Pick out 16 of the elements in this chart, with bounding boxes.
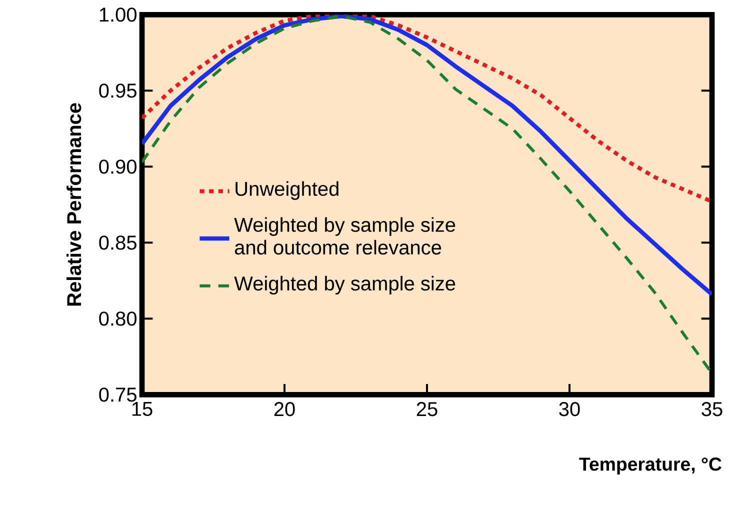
y-tick-label: 1.00	[100, 8, 136, 22]
legend-label: Unweighted	[236, 181, 338, 200]
x-tick-label: 35	[702, 402, 722, 416]
legend-label: Weighted by sample size and outcome relevance	[234, 217, 456, 255]
y-tick-label: 0.90	[99, 160, 136, 174]
y-axis-title: Relative Performance	[66, 103, 82, 306]
x-tick-label: 25	[416, 402, 438, 416]
y-tick-label: 0.80	[99, 312, 136, 326]
x-axis-title: Temperature, °C	[579, 458, 722, 474]
y-tick-label: 0.95	[99, 84, 136, 98]
x-tick-label: 30	[559, 402, 580, 416]
legend-label: Weighted by sample size	[234, 276, 456, 295]
x-tick-label: 15	[132, 402, 152, 416]
x-tick-label: 20	[274, 402, 295, 416]
y-tick-label: 0.85	[99, 236, 136, 250]
y-tick-label: 0.75	[99, 388, 136, 402]
